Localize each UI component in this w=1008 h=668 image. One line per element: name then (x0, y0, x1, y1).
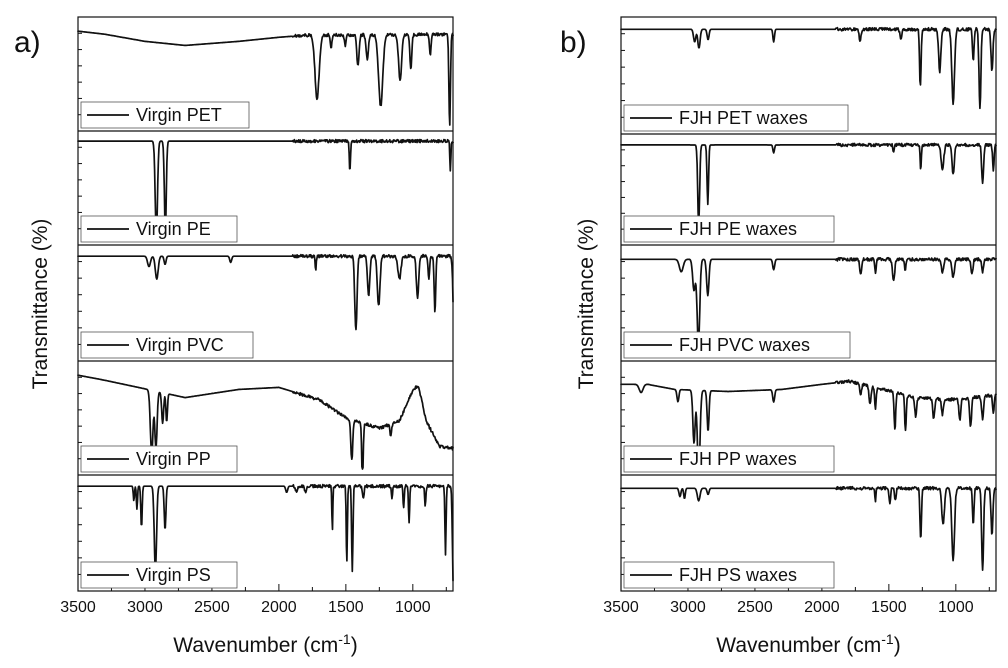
x-axis-label: Wavenumber (cm-1) (173, 631, 357, 657)
x-tick-label: 3000 (670, 599, 706, 616)
legend-label: FJH PP waxes (679, 449, 797, 469)
spectrum-line (620, 256, 997, 344)
legend-label: Virgin PP (136, 449, 211, 469)
legend-label: FJH PE waxes (679, 219, 797, 239)
x-tick-label: 1000 (395, 599, 431, 616)
spectrum-line (620, 142, 997, 226)
legend-label: Virgin PE (136, 219, 211, 239)
legend-box (623, 331, 851, 359)
x-tick-label: 3500 (60, 599, 96, 616)
spectrum-line (620, 26, 997, 110)
spectrum-line (77, 483, 454, 582)
x-tick-label: 1500 (328, 599, 364, 616)
legend-label: FJH PET waxes (679, 108, 808, 128)
spectrum-line (620, 379, 997, 470)
legend-label: Virgin PVC (136, 335, 224, 355)
x-tick-label: 2000 (261, 599, 297, 616)
x-axis-label: Wavenumber (cm-1) (716, 631, 900, 657)
legend-box (80, 101, 250, 129)
x-tick-label: 3500 (603, 599, 639, 616)
y-axis-label: Transmittance (%) (575, 219, 598, 390)
plot-frame (77, 16, 454, 592)
x-tick-label: 2500 (737, 599, 773, 616)
spectrum-line (77, 30, 454, 126)
panel-label: a) (14, 26, 41, 59)
y-axis-label: Transmittance (%) (29, 219, 52, 390)
plot-frame (620, 16, 997, 592)
x-tick-label: 2000 (804, 599, 840, 616)
legend-label: Virgin PS (136, 565, 211, 585)
spectrum-line (77, 138, 454, 236)
legend-label: FJH PS waxes (679, 565, 797, 585)
spectrum-line (620, 485, 997, 571)
x-tick-label: 3000 (127, 599, 163, 616)
x-tick-label: 1500 (871, 599, 907, 616)
x-tick-label: 1000 (938, 599, 974, 616)
panel-label: b) (560, 26, 587, 59)
legend-label: Virgin PET (136, 105, 222, 125)
panel-a: 3500 3000 2500 2000 1500 1000 Virgin PET Virgin… (14, 16, 454, 657)
spectrum-line (77, 253, 454, 331)
x-tick-label: 2500 (194, 599, 230, 616)
legend-label: FJH PVC waxes (679, 335, 810, 355)
spectrum-line (77, 374, 454, 470)
panel-b: 3500 3000 2500 2000 1500 1000 FJH PET waxes FJH… (560, 16, 997, 657)
